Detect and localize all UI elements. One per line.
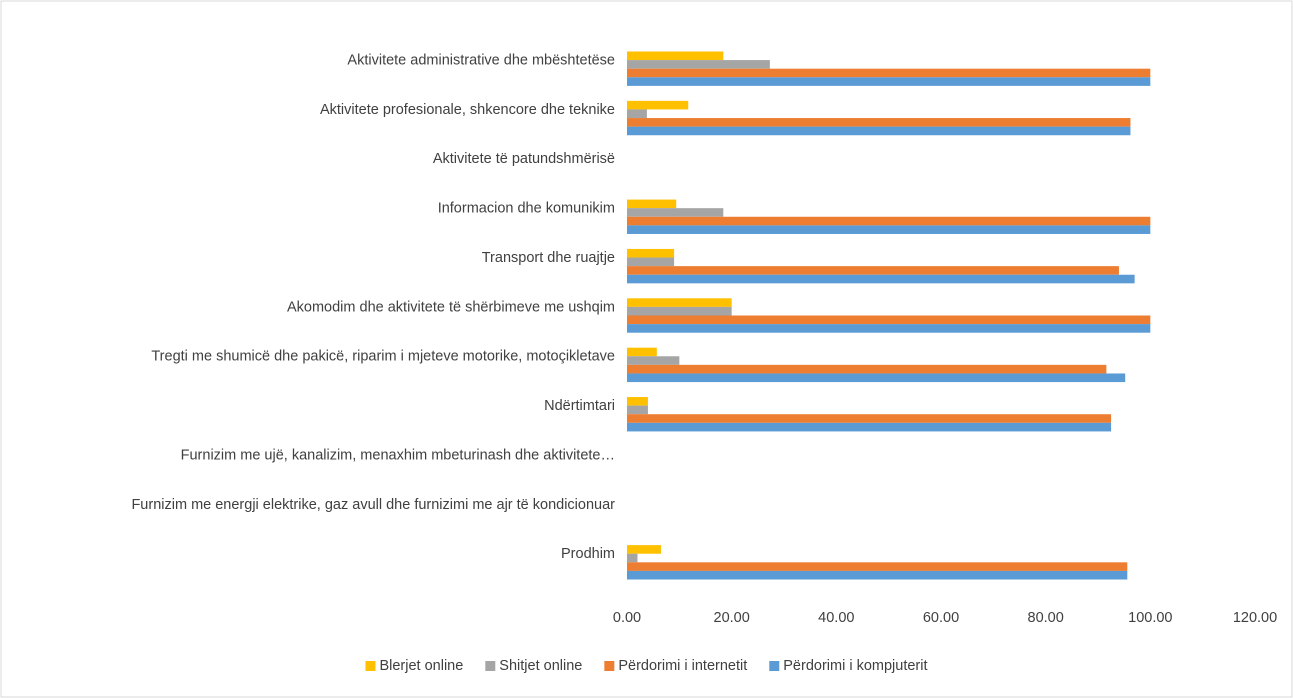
x-tick-label: 80.00: [1028, 610, 1064, 626]
x-tick-label: 40.00: [818, 610, 854, 626]
bar: [627, 266, 1119, 275]
bar: [627, 274, 1135, 284]
bar: [627, 545, 662, 554]
bar: [627, 315, 1151, 325]
bar: [627, 364, 1107, 374]
bar: [627, 60, 770, 69]
legend-label: Përdorimi i internetit: [618, 658, 747, 674]
y-tick-label: Akomodim dhe aktivitete të shërbimeve me…: [287, 299, 615, 315]
bar: [627, 51, 724, 61]
bar: [627, 199, 677, 209]
x-tick-label: 100.00: [1128, 610, 1172, 626]
x-tick-label: 60.00: [923, 610, 959, 626]
bar: [627, 553, 638, 563]
bar: [627, 414, 1112, 423]
x-tick-label: 20.00: [714, 610, 750, 626]
bar: [627, 570, 1128, 580]
bar: [627, 248, 675, 258]
bar: [627, 216, 1151, 226]
bar: [627, 373, 1126, 383]
bar: [627, 324, 1151, 333]
y-tick-label: Ndërtimtari: [544, 398, 615, 414]
legend-swatch: [365, 661, 376, 671]
bar: [627, 77, 1151, 86]
y-tick-label: Aktivitete administrative dhe mbështetës…: [347, 53, 615, 69]
y-tick-label: Tregti me shumicë dhe pakicë, riparim i …: [151, 349, 615, 365]
legend-label: Shitjet online: [499, 658, 582, 674]
legend-label: Blerjet online: [379, 658, 463, 674]
y-tick-label: Aktivitete profesionale, shkencore dhe t…: [320, 102, 615, 118]
bar: [627, 68, 1151, 78]
y-tick-label: Furnizim me energji elektrike, gaz avull…: [131, 497, 615, 513]
bar: [627, 562, 1128, 571]
legend-swatch: [604, 661, 615, 671]
bar: [627, 126, 1131, 136]
bar: [627, 298, 732, 307]
bar: [627, 397, 648, 406]
legend-swatch: [485, 661, 496, 671]
y-tick-label: Informacion dhe komunikim: [438, 201, 615, 217]
bar: [627, 109, 647, 119]
bar: [627, 347, 657, 357]
y-tick-label: Prodhim: [561, 546, 615, 562]
bar: [627, 356, 680, 365]
bar: [627, 422, 1112, 432]
bar: [627, 257, 675, 267]
x-tick-label: 120.00: [1233, 610, 1277, 626]
legend-label: Përdorimi i kompjuterit: [783, 658, 927, 674]
bar: [627, 225, 1151, 234]
bar: [627, 208, 724, 217]
y-tick-label: Aktivitete të patundshmërisë: [433, 151, 615, 167]
bar: [627, 118, 1131, 127]
y-tick-label: Furnizim me ujë, kanalizim, menaxhim mbe…: [181, 447, 615, 463]
bar: [627, 100, 689, 110]
legend-swatch: [769, 661, 780, 671]
bar: [627, 306, 732, 316]
x-tick-label: 0.00: [613, 610, 641, 626]
y-tick-label: Transport dhe ruajtje: [482, 250, 615, 266]
bar: [627, 405, 648, 415]
